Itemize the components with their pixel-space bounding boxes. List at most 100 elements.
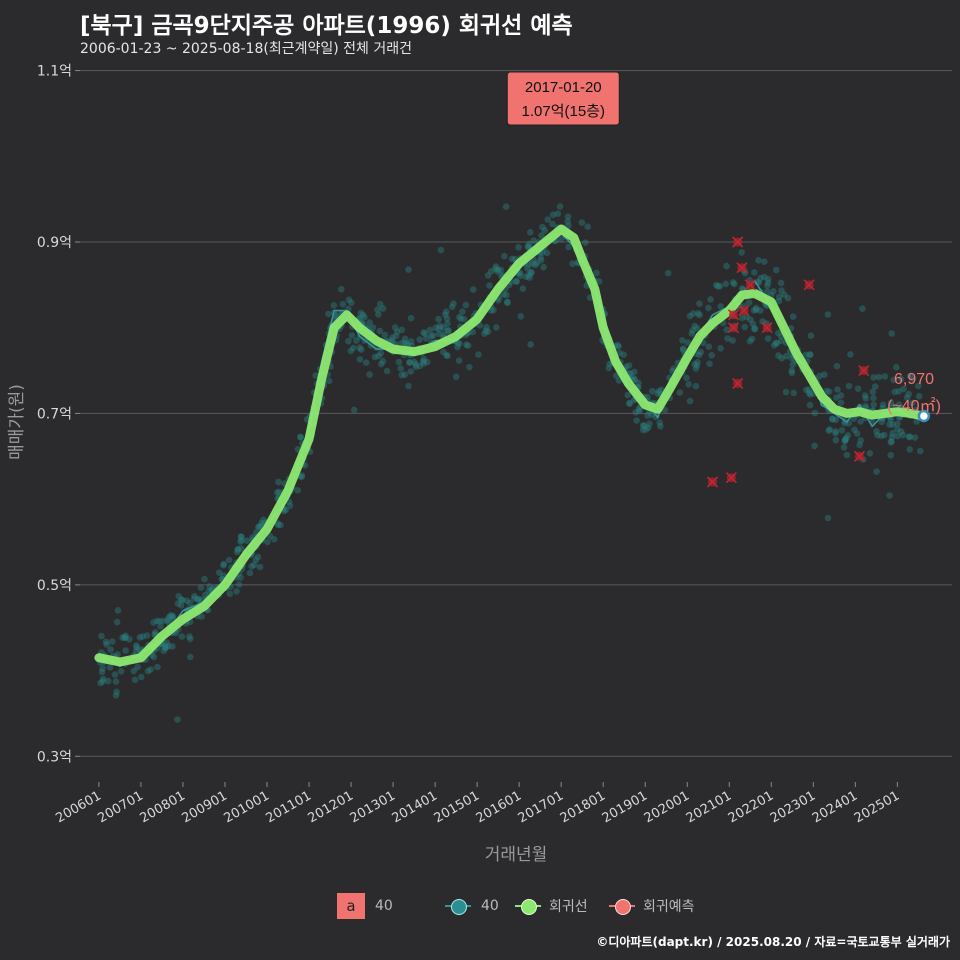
scatter-point [761, 273, 768, 281]
scatter-point [686, 312, 694, 320]
scatter-point [463, 341, 470, 349]
scatter-point [359, 311, 367, 319]
scatter-point [729, 279, 737, 286]
scatter-point [412, 363, 420, 371]
scatter-point [460, 315, 468, 323]
scatter-point [873, 428, 880, 435]
scatter-point [494, 266, 502, 273]
scatter-point [543, 249, 551, 257]
scatter-point [615, 343, 622, 350]
scatter-point [782, 388, 790, 396]
scatter-point [549, 220, 556, 228]
scatter-point [197, 584, 205, 591]
scatter-point [178, 633, 186, 640]
scatter-point [806, 401, 814, 409]
scatter-point [532, 261, 539, 269]
scatter-point [738, 314, 746, 322]
scatter-point [862, 395, 870, 402]
scatter-point [225, 556, 233, 564]
scatter-point [366, 371, 373, 378]
scatter-point [751, 325, 759, 332]
scatter-point [811, 442, 818, 450]
scatter-point [886, 421, 893, 428]
scatter-point [631, 368, 638, 376]
scatter-point [286, 502, 294, 510]
scatter-point [691, 360, 698, 368]
scatter-point [457, 315, 465, 323]
scatter-point [255, 523, 263, 530]
x-tick-label: 202501 [852, 788, 902, 826]
scatter-point [747, 316, 754, 323]
x-tick-label: 201601 [474, 788, 524, 826]
scatter-point [906, 433, 913, 440]
scatter-point [275, 478, 282, 486]
y-tick-label: 1.1억 [37, 64, 72, 80]
scatter-point [220, 560, 228, 568]
scatter-point [805, 386, 813, 393]
scatter-point [435, 315, 442, 323]
scatter-point [837, 399, 845, 407]
scatter-point [773, 266, 780, 274]
scatter-point [508, 255, 516, 263]
scatter-point [98, 668, 106, 676]
x-tick-label: 201701 [516, 788, 566, 826]
max-price-box [506, 71, 620, 126]
scatter-point [175, 592, 182, 600]
scatter-point [694, 310, 702, 317]
x-tick-label: 201801 [558, 788, 608, 826]
scatter-point [692, 365, 700, 372]
scatter-point [688, 330, 696, 337]
scatter-point [131, 676, 139, 684]
legend-regression-label: 회귀선 [549, 899, 588, 915]
last-trade-point [917, 409, 931, 423]
scatter-point [832, 416, 840, 424]
scatter-point [778, 287, 785, 294]
scatter-point [369, 324, 377, 331]
scatter-point [821, 371, 828, 379]
scatter-point [751, 269, 758, 276]
scatter-point [859, 305, 866, 313]
scatter-point [915, 382, 922, 390]
scatter-point [789, 361, 797, 368]
scatter-point [891, 388, 899, 396]
scatter-point [490, 306, 497, 314]
scatter-point [504, 298, 511, 306]
scatter-point [895, 388, 902, 395]
scatter-point [423, 358, 431, 366]
scatter-point [526, 229, 534, 236]
scatter-point [106, 664, 114, 671]
scatter-point [348, 299, 355, 307]
scatter-point [150, 653, 158, 661]
scatter-point [761, 258, 768, 266]
scatter-point [513, 278, 520, 285]
scatter-point [378, 360, 385, 368]
scatter-point [915, 393, 923, 400]
scatter-point [897, 375, 905, 383]
scatter-point [117, 668, 125, 675]
scatter-point [401, 335, 409, 343]
scatter-point [448, 303, 456, 311]
scatter-point [806, 351, 814, 359]
x-tick-label: 201501 [432, 788, 482, 826]
scatter-point [778, 337, 785, 345]
scatter-point [206, 583, 213, 590]
scatter-point [275, 488, 283, 496]
legend-series-label: 40 [481, 898, 499, 914]
scatter-point [119, 634, 126, 641]
scatter-point [697, 348, 705, 356]
scatter-point [238, 536, 245, 544]
scatter-point [723, 262, 730, 270]
scatter-point [362, 359, 370, 366]
scatter-point [220, 562, 227, 569]
scatter-point [644, 412, 651, 419]
scatter-point [526, 274, 533, 281]
scatter-point [435, 330, 443, 338]
scatter-point [756, 307, 764, 314]
prediction-point-cross [744, 279, 756, 291]
scatter-point [264, 538, 271, 546]
scatter-point [407, 338, 415, 345]
scatter-point [775, 293, 783, 301]
scatter-point [444, 352, 451, 359]
scatter-point [165, 642, 172, 650]
scatter-point [166, 612, 174, 620]
